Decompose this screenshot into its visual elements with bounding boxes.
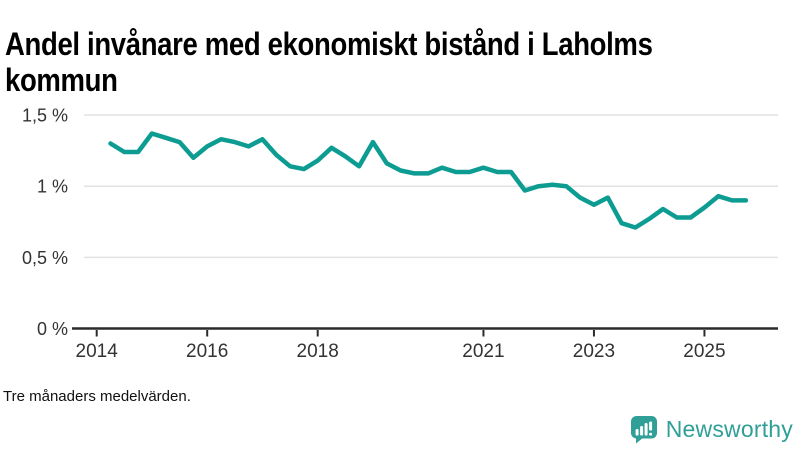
x-tick-label: 2021 <box>462 341 504 362</box>
y-tick-label: 0 % <box>37 319 68 339</box>
y-tick-label: 0,5 % <box>22 248 68 268</box>
x-tick-label: 2023 <box>573 341 615 362</box>
page-title-line1: Andel invånare med ekonomiskt bistånd i … <box>5 26 653 63</box>
x-tick-label: 2014 <box>76 341 119 362</box>
page-title: Andel invånare med ekonomiskt bistånd i … <box>5 26 753 98</box>
x-tick-label: 2025 <box>683 341 725 362</box>
x-tick-label: 2016 <box>186 341 228 362</box>
data-line <box>108 131 749 230</box>
newsworthy-logo-link[interactable]: Newsworthy <box>630 415 793 444</box>
newsworthy-icon <box>630 416 657 444</box>
y-tick-label: 1 % <box>37 177 68 197</box>
page-title-line2: kommun <box>5 62 118 99</box>
x-tick-label: 2018 <box>297 341 339 362</box>
chart-footnote: Tre månaders medelvärden. <box>3 388 191 405</box>
y-tick-label: 1,5 % <box>22 106 68 126</box>
newsworthy-wordmark: Newsworthy <box>665 416 793 442</box>
